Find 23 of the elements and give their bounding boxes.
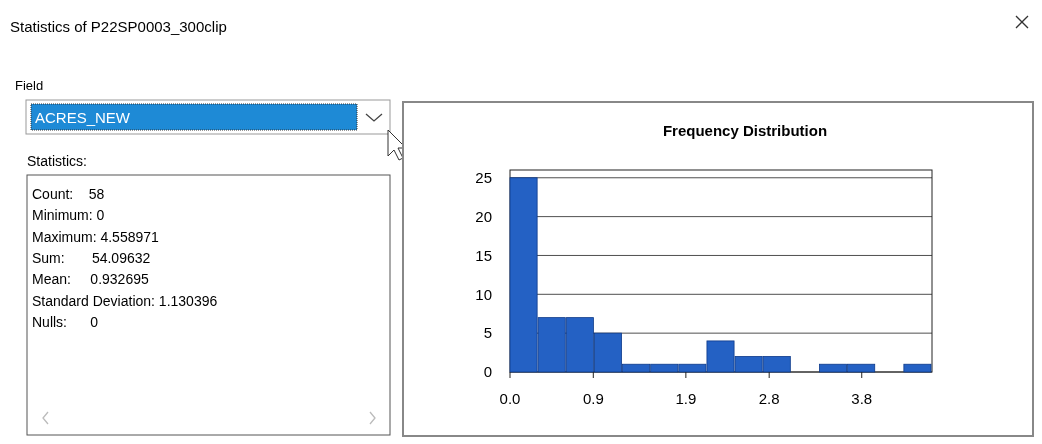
x-tick-label: 1.9	[675, 390, 697, 407]
text: Maximum: 4.558971	[32, 228, 160, 245]
text: Statistics of P22SP0003_300clip	[10, 18, 227, 35]
text: Statistics:	[27, 153, 87, 169]
text: Field	[15, 78, 44, 93]
y-tick-label: 25	[475, 169, 492, 187]
y-tick-label: 0	[483, 363, 492, 381]
text: ACRES_NEW	[35, 109, 131, 126]
y-tick-label: 5	[483, 324, 492, 342]
chart-title: Frequency Distribution	[662, 122, 828, 139]
text: Count: 58	[32, 186, 105, 202]
x-tick-label: 3.8	[851, 390, 873, 407]
text: Mean: 0.932695	[32, 271, 149, 288]
text: Minimum: 0	[32, 207, 105, 224]
text: Standard Deviation: 1.130396	[32, 292, 218, 309]
y-tick-label: 10	[475, 285, 492, 303]
x-tick-label: 0.0	[499, 390, 521, 407]
x-tick-label: 2.8	[758, 390, 780, 407]
text: Sum: 54.09632	[32, 249, 151, 266]
y-tick-label: 20	[475, 207, 492, 225]
text: Nulls: 0	[32, 313, 99, 330]
x-tick-label: 0.9	[582, 390, 604, 407]
y-tick-label: 15	[475, 246, 492, 264]
